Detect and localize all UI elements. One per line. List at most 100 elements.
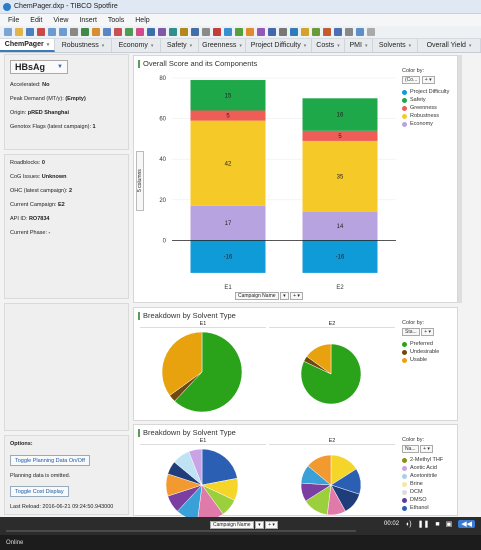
volume-icon[interactable]: ◖): [405, 520, 412, 528]
bar-segment[interactable]: [190, 240, 266, 273]
bar-segment[interactable]: [302, 130, 378, 141]
toggle-cost-button[interactable]: Toggle Cost Display: [10, 486, 69, 497]
pie1-color-by-add[interactable]: + ▾: [421, 328, 435, 336]
tab-economy[interactable]: Economy ▾: [112, 39, 161, 52]
project-selector[interactable]: HBsAg ▼: [10, 60, 68, 74]
pie2-legend-item[interactable]: Acetic Acid: [402, 464, 443, 472]
treemap-icon[interactable]: [169, 28, 177, 36]
tab-safety[interactable]: Safety ▾: [161, 39, 199, 52]
pie-chart-icon[interactable]: [136, 28, 144, 36]
graph-icon[interactable]: [213, 28, 221, 36]
pie2-legend-item[interactable]: 2-Methyl THF: [402, 456, 443, 464]
box-plot-icon[interactable]: [224, 28, 232, 36]
tab-project-difficulty[interactable]: Project Difficulty ▾: [246, 39, 312, 52]
navigate-icon[interactable]: [367, 28, 375, 36]
bar-segment[interactable]: [302, 140, 378, 212]
pie2-legend-item[interactable]: Brine: [402, 480, 443, 488]
folder-icon[interactable]: [301, 28, 309, 36]
cut-icon[interactable]: [70, 28, 78, 36]
bar-color-by-add[interactable]: + ▾: [421, 76, 435, 84]
new-icon[interactable]: [4, 28, 12, 36]
layout-icon[interactable]: [279, 28, 287, 36]
menu-tools[interactable]: Tools: [107, 16, 125, 24]
pie2-color-by-add[interactable]: + ▾: [420, 445, 433, 453]
pie-slice[interactable]: [174, 331, 243, 413]
redo-icon[interactable]: [59, 28, 67, 36]
bar-segment[interactable]: [190, 80, 266, 111]
solvent-name-pies[interactable]: [134, 425, 459, 517]
bar-segment[interactable]: [190, 110, 266, 121]
bar-legend-item[interactable]: Project Difficulty: [402, 88, 449, 96]
table-icon[interactable]: [103, 28, 111, 36]
bar-chart-icon[interactable]: [114, 28, 122, 36]
pie1-legend-item[interactable]: Undesirable: [402, 348, 439, 356]
menu-file[interactable]: File: [8, 16, 20, 24]
tools-icon[interactable]: [323, 28, 331, 36]
pie-slice[interactable]: [306, 343, 332, 375]
pie-slice[interactable]: [161, 331, 203, 396]
bar-legend-item[interactable]: Greenness: [402, 104, 449, 112]
summary-icon[interactable]: [235, 28, 243, 36]
vertical-scrollbar[interactable]: [458, 55, 462, 303]
pie2-color-by-select[interactable]: Na...: [402, 445, 419, 453]
save-icon[interactable]: [26, 28, 34, 36]
stop-icon[interactable]: ■: [435, 520, 440, 528]
menu-edit[interactable]: Edit: [30, 16, 43, 24]
overall-score-chart[interactable]: 80 60 40 20 0 -16 17 42 5 15 E1 -16 14 35 5 16 E2: [134, 56, 459, 304]
settings-icon[interactable]: [334, 28, 342, 36]
tab-overall-yield[interactable]: Overall Yield ▾: [418, 39, 481, 52]
bar-x-axis-selector[interactable]: Campaign Name ▾ + ▾: [235, 292, 303, 300]
bar-legend-item[interactable]: Economy: [402, 120, 449, 128]
bar-segment[interactable]: [190, 205, 266, 241]
bar-legend-item[interactable]: Robustness: [402, 112, 449, 120]
menu-insert[interactable]: Insert: [79, 16, 97, 24]
bookmark-icon[interactable]: [92, 28, 100, 36]
text-area-icon[interactable]: [202, 28, 210, 36]
bar-segment[interactable]: [190, 120, 266, 206]
tab-robustness[interactable]: Robustness ▾: [55, 39, 112, 52]
crosstable-icon[interactable]: [191, 28, 199, 36]
pie-slice[interactable]: [188, 448, 203, 486]
heatmap-icon[interactable]: [180, 28, 188, 36]
tab-chempager[interactable]: ChemPager ▾: [0, 39, 55, 52]
pie2-x-axis-selector[interactable]: Campaign Name ▾ + ▾: [210, 521, 278, 529]
zoom-icon[interactable]: [356, 28, 364, 36]
pie1-color-by-select[interactable]: Sta...: [402, 328, 420, 336]
map-icon[interactable]: [158, 28, 166, 36]
print-icon[interactable]: [37, 28, 45, 36]
solvent-type-pies[interactable]: [134, 308, 459, 422]
pie-slice[interactable]: [201, 448, 238, 486]
pie2-legend-item[interactable]: Ethanol: [402, 504, 443, 512]
parallel-icon[interactable]: [257, 28, 265, 36]
open-icon[interactable]: [15, 28, 23, 36]
bar-segment[interactable]: [302, 98, 378, 131]
pie2-legend-item[interactable]: DMSO: [402, 496, 443, 504]
pie1-legend-item[interactable]: Usable: [402, 356, 439, 364]
globe-icon[interactable]: [290, 28, 298, 36]
bar-legend-item[interactable]: Safety: [402, 96, 449, 104]
bar-segment[interactable]: [302, 240, 378, 273]
menu-view[interactable]: View: [53, 16, 69, 24]
fullscreen-icon[interactable]: ▣: [445, 521, 453, 528]
bar-color-by-select[interactable]: (Co...: [402, 76, 421, 84]
bar-segment[interactable]: [302, 211, 378, 241]
pie-slice[interactable]: [197, 484, 224, 517]
tab-costs[interactable]: Costs ▾: [312, 39, 345, 52]
bar-y-axis-selector[interactable]: 5 columns: [136, 151, 144, 211]
tab-pmi[interactable]: PMI ▾: [345, 39, 373, 52]
pause-icon[interactable]: ❚❚: [417, 521, 430, 528]
menu-help[interactable]: Help: [135, 16, 150, 24]
filter-icon[interactable]: [81, 28, 89, 36]
combination-icon[interactable]: [246, 28, 254, 36]
pie-slice[interactable]: [300, 343, 362, 405]
pie2-legend-item[interactable]: Acetonitrile: [402, 472, 443, 480]
refresh-icon[interactable]: [312, 28, 320, 36]
pie2-legend-item[interactable]: DCM: [402, 488, 443, 496]
line-chart-icon[interactable]: [125, 28, 133, 36]
toggle-planning-button[interactable]: Toggle Planning Data On/Off: [10, 455, 90, 466]
help-icon[interactable]: [345, 28, 353, 36]
tab-greenness[interactable]: Greenness ▾: [199, 39, 246, 52]
3d-icon[interactable]: [268, 28, 276, 36]
pie-slice[interactable]: [307, 454, 332, 486]
player-progress-track[interactable]: [6, 530, 356, 532]
